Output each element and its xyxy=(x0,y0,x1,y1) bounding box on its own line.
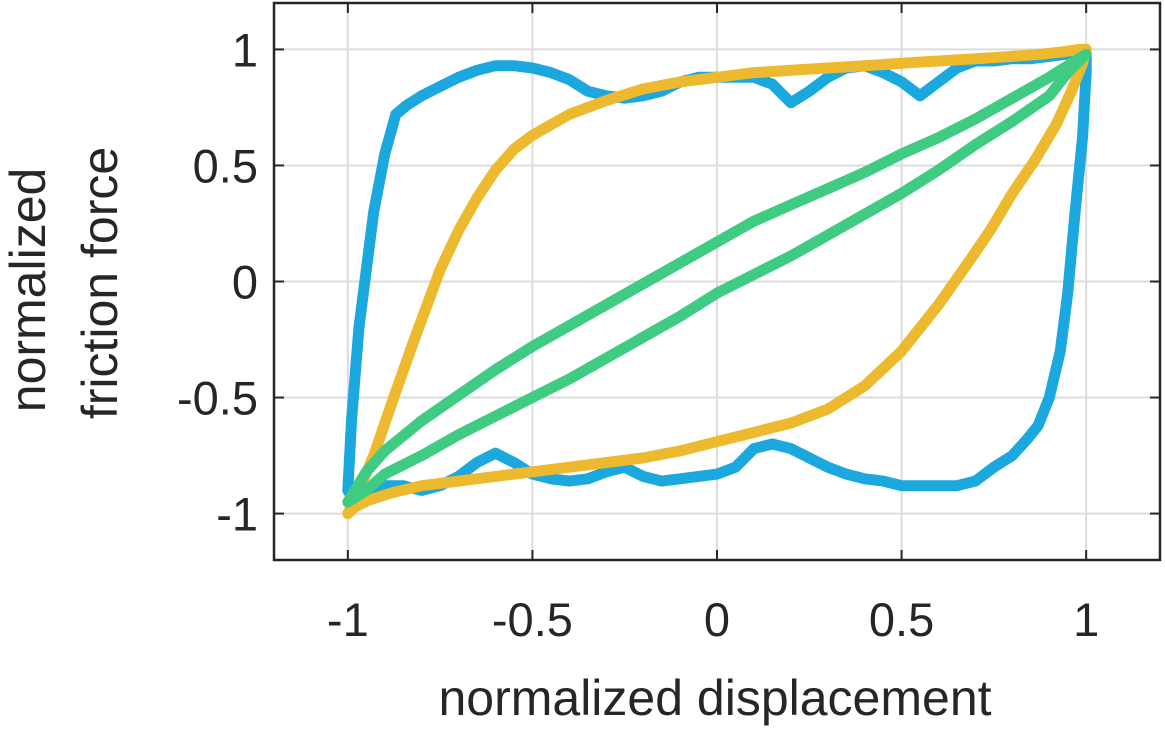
y-axis-title-line-1: normalized xyxy=(0,168,56,413)
x-tick-label-0: -1 xyxy=(327,593,369,646)
x-tick-label-3: 0.5 xyxy=(869,593,934,646)
y-tick-label-2: 0 xyxy=(232,256,258,309)
x-tick-label-4: 1 xyxy=(1073,593,1099,646)
y-tick-label-0: -1 xyxy=(216,488,258,541)
series-line-3 xyxy=(342,48,1092,508)
series-line-2 xyxy=(342,43,1092,520)
y-axis-title-line-2: friction force xyxy=(72,147,128,419)
x-tick-label-2: 0 xyxy=(704,593,730,646)
y-axis-title: normalized friction force xyxy=(0,147,128,419)
grid xyxy=(274,3,1160,560)
data-series xyxy=(342,43,1092,520)
x-tick-label-1: -0.5 xyxy=(492,593,573,646)
y-tick-label-3: 0.5 xyxy=(193,139,258,192)
series-line-1 xyxy=(342,46,1092,508)
x-axis-title: normalized displacement xyxy=(438,670,991,726)
y-tick-label-1: -0.5 xyxy=(177,372,258,425)
axis-ticks: -1 -0.5 0 0.5 1 -1 -0.5 0 0.5 1 xyxy=(177,3,1160,646)
y-tick-label-4: 1 xyxy=(232,23,258,76)
